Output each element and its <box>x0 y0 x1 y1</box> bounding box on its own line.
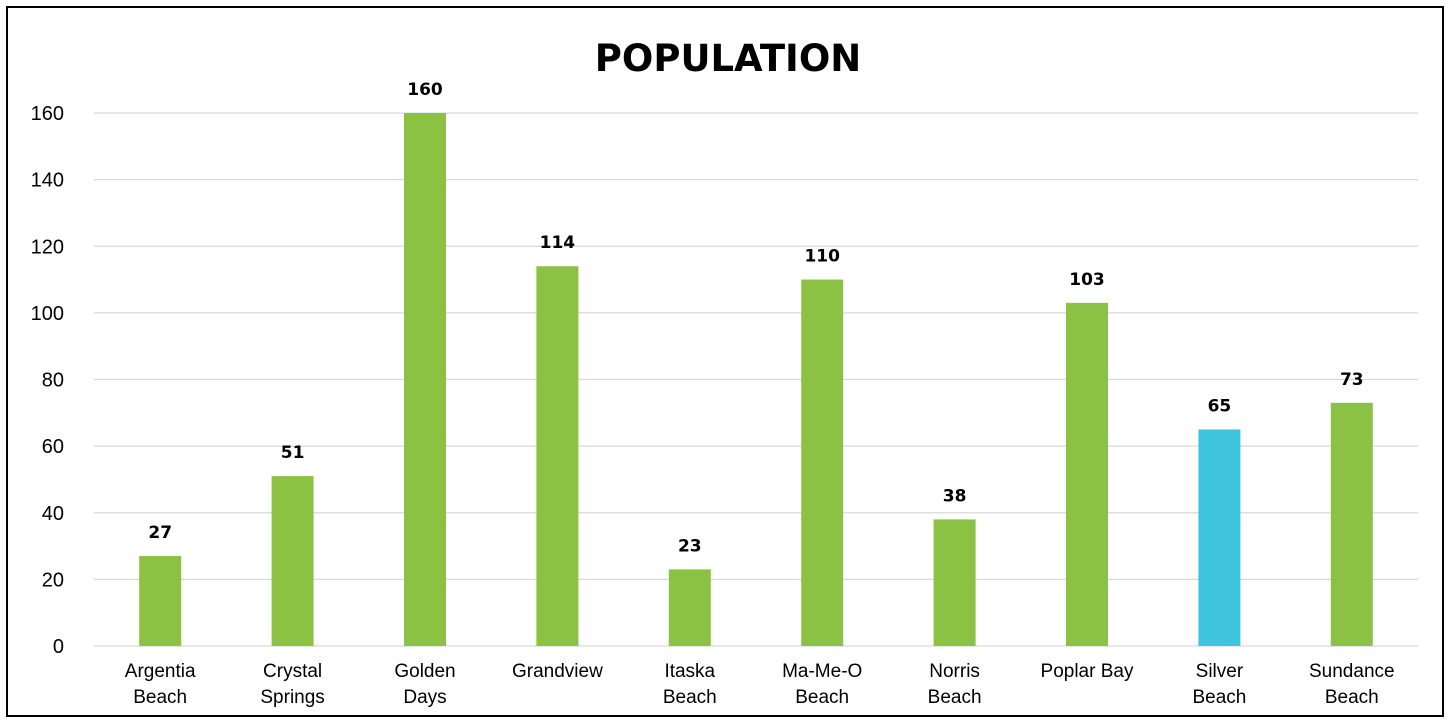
data-label: 38 <box>943 486 967 506</box>
x-category-label: Crystal Springs <box>260 661 324 708</box>
x-category-label: Silver Beach <box>1192 661 1246 708</box>
data-label: 110 <box>804 247 840 267</box>
y-tick-label: 160 <box>31 103 64 125</box>
gridlines <box>94 112 1418 647</box>
bar <box>139 556 182 646</box>
y-tick-label: 60 <box>42 436 64 458</box>
x-category-label: Grandview <box>512 661 603 682</box>
y-tick-label: 40 <box>42 503 64 525</box>
x-category-label: Poplar Bay <box>1041 661 1134 682</box>
x-category-label: Sundance Beach <box>1309 661 1395 708</box>
bar <box>1330 402 1373 646</box>
y-tick-label: 140 <box>31 170 64 192</box>
bar <box>271 476 314 646</box>
data-label: 23 <box>678 536 702 556</box>
data-label: 65 <box>1208 396 1232 416</box>
x-category-label: Golden Days <box>394 661 455 708</box>
bars <box>139 113 1373 646</box>
x-category-label: Norris Beach <box>928 661 982 708</box>
population-bar-chart: POPULATION 0 20 40 60 80 100 120 140 160 27 51 160… <box>31 37 1418 708</box>
x-category-label: Argentia Beach <box>125 661 196 708</box>
y-axis-tick-labels: 0 20 40 60 80 100 120 140 160 <box>31 103 64 658</box>
bar <box>933 519 976 646</box>
bar <box>536 266 579 646</box>
x-category-label: Itaska Beach <box>663 661 717 708</box>
y-tick-label: 100 <box>31 303 64 325</box>
x-category-label: Ma-Me-O Beach <box>782 661 862 708</box>
x-axis-category-labels: Argentia Beach Crystal Springs Golden Days Gra… <box>125 661 1395 708</box>
bar <box>404 113 446 646</box>
bar <box>1066 302 1108 646</box>
bar <box>1198 429 1241 646</box>
data-labels: 27 51 160 114 23 110 38 103 65 73 <box>148 80 1363 556</box>
chart-frame: POPULATION 0 20 40 60 80 100 120 140 160 27 51 160… <box>6 6 1444 717</box>
chart-title: POPULATION <box>595 37 862 80</box>
data-label: 114 <box>540 233 576 253</box>
y-tick-label: 20 <box>42 569 64 591</box>
data-label: 103 <box>1069 270 1105 290</box>
y-tick-label: 120 <box>31 236 64 258</box>
bar <box>801 279 844 646</box>
data-label: 160 <box>407 80 443 100</box>
data-label: 73 <box>1340 370 1364 390</box>
y-tick-label: 0 <box>53 636 64 658</box>
bar <box>668 569 711 646</box>
data-label: 27 <box>148 523 172 543</box>
y-tick-label: 80 <box>42 370 64 392</box>
data-label: 51 <box>281 443 305 463</box>
